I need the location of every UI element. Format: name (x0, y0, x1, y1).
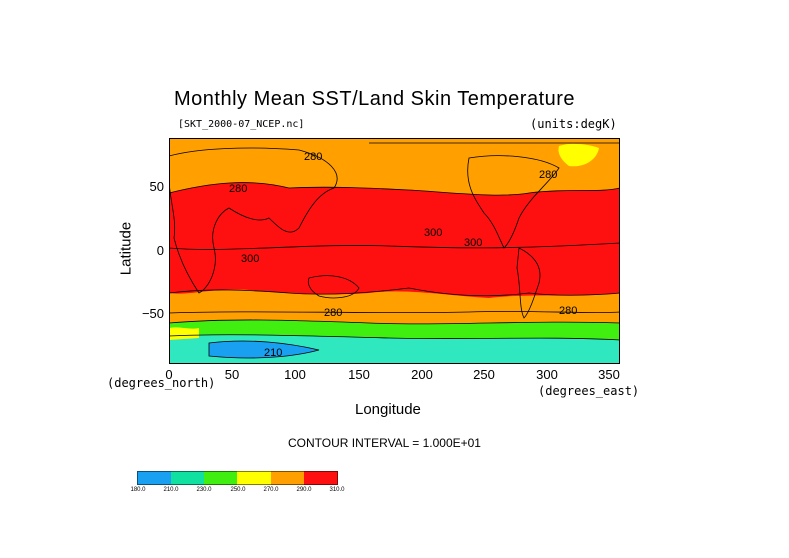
warm-band (169, 182, 620, 298)
x-tick-200: 200 (411, 367, 433, 382)
x-tick-100: 100 (284, 367, 306, 382)
contour-label: 280 (539, 169, 557, 181)
contour-label: 300 (424, 227, 442, 239)
y-tick-0: 0 (156, 243, 164, 258)
colorbar-frame (137, 471, 338, 485)
y-axis-units: (degrees_north) (107, 376, 216, 390)
x-tick-300: 300 (536, 367, 558, 382)
colorbar-label: 290.0 (296, 487, 312, 493)
contour-lines (169, 142, 620, 359)
colorbar-label: 230.0 (196, 487, 212, 493)
x-tick-50: 50 (224, 367, 240, 382)
colorbar-swatch (304, 471, 338, 485)
x-tick-250: 250 (473, 367, 495, 382)
contour-label: 280 (324, 307, 342, 319)
colorbar-swatch (137, 471, 171, 485)
contour-label-group: 280 280 280 280 300 300 300 280 210 (229, 151, 577, 359)
file-label: [SKT_2000-07_NCEP.nc] (178, 119, 305, 130)
colorbar-swatch (237, 471, 271, 485)
map-frame (169, 138, 620, 364)
y-tick-minus50: −50 (141, 306, 164, 321)
contour-interval-label: CONTOUR INTERVAL = 1.000E+01 (288, 436, 481, 450)
contour-label: 210 (264, 347, 282, 359)
map-title: Monthly Mean SST/Land Skin Temperature (174, 88, 576, 110)
colorbar-label: 180.0 (130, 487, 146, 493)
x-axis-units: (degrees_east) (538, 384, 640, 398)
contour-label: 300 (241, 253, 259, 265)
contour-label: 280 (304, 151, 322, 163)
colorbar-swatch (204, 471, 237, 485)
colorbar-label: 310.0 (329, 487, 345, 493)
cold-yellow-region (169, 327, 199, 340)
units-label: (units:degK) (530, 117, 617, 131)
cold-blue-region (209, 340, 319, 358)
colorbar-label: 210.0 (163, 487, 179, 493)
y-tick-50: 50 (149, 179, 164, 194)
contour-label: 280 (229, 183, 247, 195)
x-tick-350: 350 (598, 367, 620, 382)
x-tick-150: 150 (348, 367, 370, 382)
colorbar-label: 270.0 (263, 487, 279, 493)
colorbar-swatch (171, 471, 204, 485)
contour-label: 280 (559, 305, 577, 317)
colorbar-label: 250.0 (230, 487, 246, 493)
x-tick-0: 0 (165, 367, 173, 382)
x-axis-label: Longitude (355, 401, 421, 418)
colorbar (137, 471, 338, 485)
y-axis-label: Latitude (117, 221, 135, 276)
greenland-region (558, 143, 599, 167)
colorbar-swatch (271, 471, 304, 485)
contour-label: 300 (464, 237, 482, 249)
temperature-map: 280 280 280 280 300 300 300 280 210 (169, 138, 620, 364)
